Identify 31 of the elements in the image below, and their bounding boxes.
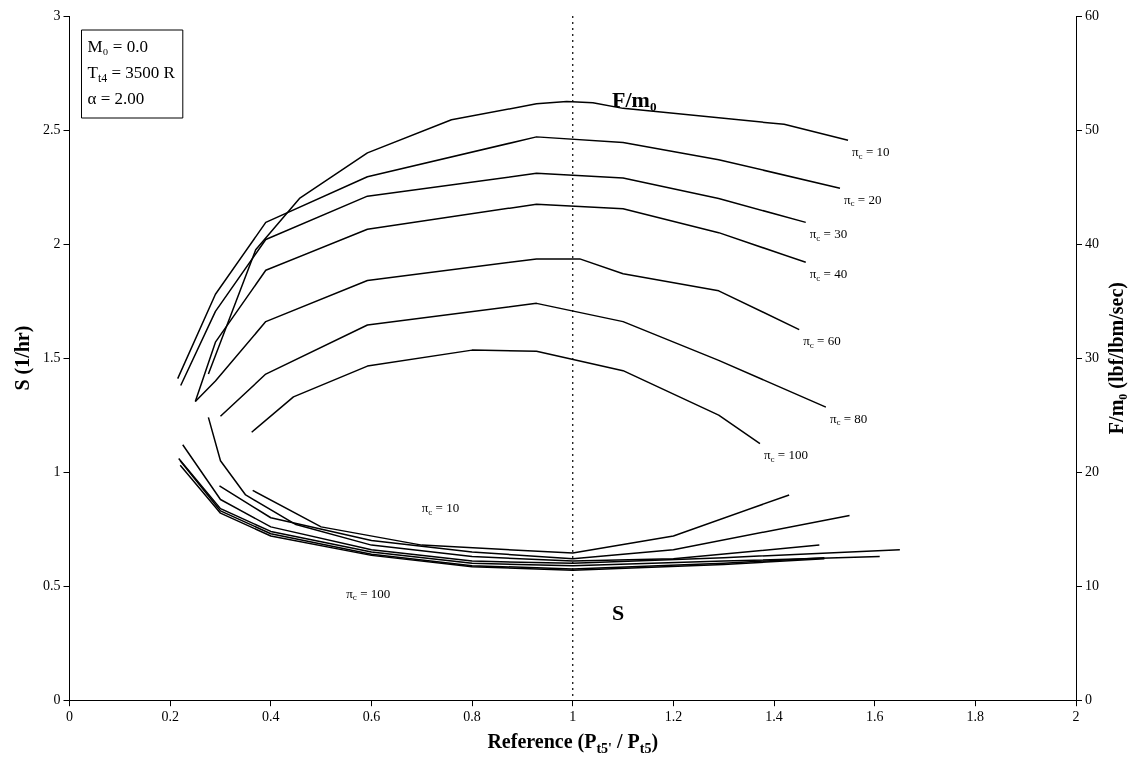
y-tick-label: 1 [53,463,61,479]
y2-tick-label: 40 [1085,235,1099,251]
x-tick-label: 0.6 [362,709,381,725]
x-tick-label: 1.8 [966,709,985,725]
y2-tick-label: 60 [1085,7,1099,23]
y-tick-label: 1.5 [43,349,61,365]
x-tick-label: 1.6 [865,709,884,725]
x-tick-label: 1.4 [765,709,783,725]
y-tick-label: 3 [53,7,61,23]
y-tick-label: 0.5 [43,577,61,593]
y-axis-title: S (1/hr) [11,325,35,391]
x-tick-label: 1 [569,709,577,725]
x-tick-label: 0.4 [262,709,280,725]
x-tick-label: 0.8 [463,709,481,725]
x-tick-label: 0 [66,709,73,725]
y-tick-label: 2 [53,235,61,251]
y2-tick-label: 30 [1085,349,1099,365]
annotation: S [612,600,625,626]
y-tick-label: 2.5 [43,121,61,137]
annotation: F/m₀ [612,87,657,113]
x-tick-label: 1.2 [664,709,683,725]
y2-tick-label: 50 [1085,121,1099,137]
x-tick-label: 0.2 [161,709,179,725]
y2-tick-label: 0 [1085,691,1092,707]
y-tick-label: 0 [53,691,61,707]
y2-tick-label: 20 [1085,463,1099,479]
x-tick-label: 2 [1072,709,1080,725]
y2-axis-title: F/m₀ (lbf/lbm/sec) [1105,282,1129,435]
y2-tick-label: 10 [1085,577,1099,593]
annotation: M₀ = 0.0 [87,37,148,57]
annotation: α = 2.00 [87,89,145,109]
